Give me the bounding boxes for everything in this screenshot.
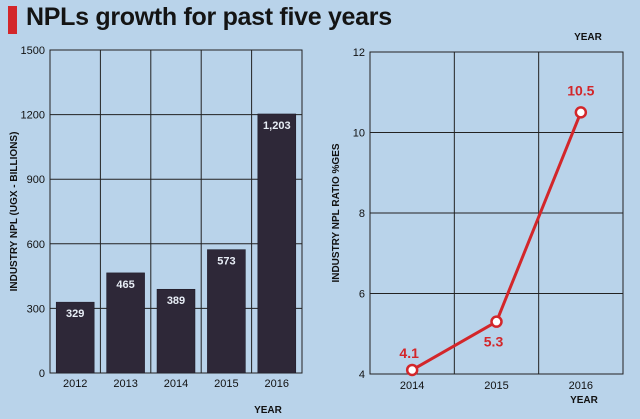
title-accent-bar (8, 6, 17, 34)
line-y-axis-title: INDUSTRY NPL RATIO %GES (331, 143, 342, 282)
bar-y-tick-label: 1500 (21, 45, 45, 57)
line-point-2015 (490, 315, 503, 328)
line-data-label: 5.3 (484, 334, 504, 350)
line-y-tick-label: 6 (359, 289, 365, 301)
bar-x-tick-label: 2016 (265, 378, 289, 390)
bar-2014 (156, 288, 196, 374)
line-chart: 4 6 8 10 12 4.1 2014 5.3 2015 10.5 2016 INDUSTRY NP… (331, 32, 624, 406)
bar-y-tick-label: 0 (39, 368, 45, 380)
line-y-tick-label: 12 (353, 47, 365, 59)
bar-x-axis-title: YEAR (254, 405, 283, 416)
bar-data-label: 573 (217, 256, 235, 268)
line-x-tick-label: 2014 (400, 380, 424, 392)
bar-x-tick-label: 2014 (164, 378, 188, 390)
bar-x-tick-label: 2013 (113, 378, 137, 390)
bar-data-label: 329 (66, 308, 84, 320)
line-series (411, 111, 583, 372)
bar-data-label: 465 (116, 279, 134, 291)
bar-data-label: 1,203 (263, 120, 291, 132)
bar-2013 (106, 272, 145, 374)
bar-data-label: 389 (167, 295, 185, 307)
line-x-tick-label: 2015 (484, 380, 508, 392)
line-y-tick-label: 8 (359, 208, 365, 220)
bar-2012 (55, 301, 95, 374)
bar-chart: 0 300 600 900 1200 1500 329 2012 465 2013 389 2014 5… (9, 45, 303, 416)
bar-y-tick-label: 300 (27, 303, 45, 315)
bar-x-tick-label: 2012 (63, 378, 87, 390)
bar-2015 (207, 249, 246, 374)
line-x-axis-title: YEAR (570, 395, 599, 406)
bar-2016 (257, 113, 297, 374)
line-y-tick-label: 4 (359, 369, 365, 381)
bar-y-axis-title: INDUSTRY NPL (UGX - BILLIONS) (9, 132, 20, 292)
bar-y-tick-label: 600 (27, 239, 45, 251)
line-point-2014 (405, 363, 419, 377)
line-x-axis-title-top: YEAR (574, 32, 603, 43)
title-bar: NPLs growth for past five years (0, 0, 640, 40)
line-data-label: 4.1 (399, 345, 419, 361)
bar-y-tick-label: 1200 (21, 110, 45, 122)
bar-y-tick-label: 900 (27, 174, 45, 186)
line-y-tick-label: 10 (353, 128, 365, 140)
chart-title: NPLs growth for past five years (26, 3, 392, 31)
line-x-tick-label: 2016 (569, 380, 593, 392)
line-data-label: 10.5 (567, 82, 594, 98)
line-point-2016 (574, 106, 588, 119)
bar-x-tick-label: 2015 (214, 378, 238, 390)
